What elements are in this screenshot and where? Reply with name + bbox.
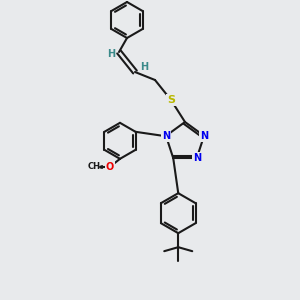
Text: O: O — [106, 162, 114, 172]
Text: N: N — [193, 153, 201, 163]
Text: CH₃: CH₃ — [88, 162, 104, 171]
Text: N: N — [200, 131, 208, 141]
Text: N: N — [162, 131, 170, 141]
Text: H: H — [107, 49, 115, 59]
Text: S: S — [167, 95, 175, 105]
Text: H: H — [140, 62, 148, 72]
